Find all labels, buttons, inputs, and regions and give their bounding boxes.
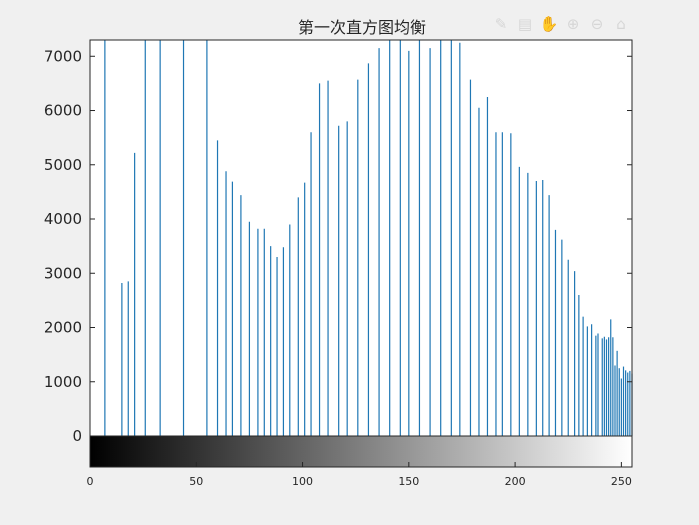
plot-border — [89, 39, 633, 437]
brush-icon[interactable]: ✎ — [494, 15, 508, 33]
y-tick-label: 7000 — [44, 47, 82, 65]
zoom-in-icon[interactable]: ⊕ — [566, 15, 580, 33]
plot-area — [90, 40, 632, 436]
chart-title: 第一次直方图均衡 — [297, 18, 426, 37]
y-tick-label: 1000 — [44, 373, 82, 391]
home-icon[interactable]: ⌂ — [616, 15, 626, 33]
bar-series — [104, 40, 633, 436]
x-tick-label: 200 — [505, 475, 526, 488]
y-tick-label: 4000 — [44, 210, 82, 228]
legend-icon[interactable]: ▤ — [517, 15, 533, 33]
zoom-out-icon[interactable]: ⊖ — [590, 15, 604, 33]
x-tick-label: 100 — [292, 475, 313, 488]
y-tick-label: 6000 — [44, 102, 82, 120]
pan-icon[interactable]: ✋ — [539, 15, 559, 33]
y-tick-label: 5000 — [44, 156, 82, 174]
x-tick-label: 150 — [398, 475, 419, 488]
x-tick-label: 0 — [87, 475, 94, 488]
x-tick-label: 250 — [611, 475, 632, 488]
x-axis: 0 50 100 150 200 250 — [87, 462, 632, 488]
x-tick-label: 50 — [189, 475, 203, 488]
y-tick-label: 2000 — [44, 319, 82, 337]
axes-toolbar: ✎ ▤ ✋ ⊕ ⊖ ⌂ — [491, 14, 631, 34]
y-tick-label: 0 — [72, 427, 82, 445]
colorbar — [89, 435, 633, 468]
y-tick-label: 3000 — [44, 264, 82, 282]
y-axis: 0 1000 2000 3000 4000 5000 6000 7000 — [44, 47, 632, 445]
